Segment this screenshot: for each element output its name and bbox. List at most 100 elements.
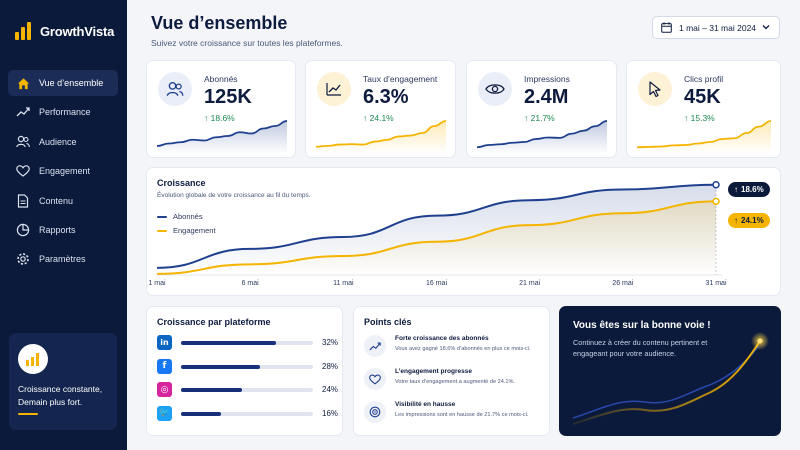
x-tick-label: 11 mai xyxy=(333,280,354,287)
series-line-0 xyxy=(156,183,717,269)
heart-icon xyxy=(16,164,30,178)
heart-icon xyxy=(364,368,386,390)
stat-card-impressions[interactable]: Impressions 2.4M ↑ 21.7% xyxy=(466,60,617,158)
key-point-title: L’engagement progresse xyxy=(395,368,472,375)
sparkline-area xyxy=(637,121,771,154)
sidebar-nav: Vue d’ensemble Performance Audience Enga… xyxy=(8,70,118,276)
arrow-up-icon: ↑ xyxy=(363,113,368,123)
stat-value: 125K xyxy=(204,86,252,108)
x-tick-label: 1 mai xyxy=(148,280,166,287)
stat-label: Abonnés xyxy=(204,74,238,84)
key-point-text: Vous avez gagné 18.6% d’abonnés en plus … xyxy=(395,346,531,352)
stat-change: ↑ 24.1% xyxy=(363,113,394,123)
chart-subtitle: Évolution globale de votre croissance au… xyxy=(157,192,311,199)
key-point-title: Visibilité en hausse xyxy=(395,401,456,408)
sparkline-line xyxy=(636,120,772,149)
section-title: Points clés xyxy=(364,317,412,327)
platform-bar-fill xyxy=(181,388,242,392)
key-point-text: Votre taux d’engagement a augmenté de 24… xyxy=(395,379,516,385)
platform-bar-track xyxy=(181,341,313,345)
motivation-card: Vous êtes sur la bonne voie ! Continuez … xyxy=(559,306,781,436)
gear-icon xyxy=(16,252,30,266)
sidebar-item-engagement[interactable]: Engagement xyxy=(8,158,118,184)
platform-row-facebook: f 28% xyxy=(157,358,339,375)
sidebar: GrowthVista Vue d’ensemble Performance A… xyxy=(0,0,127,450)
target-icon xyxy=(364,401,386,423)
logo-bars-icon xyxy=(15,22,31,40)
sparkline-engagement xyxy=(315,120,447,154)
legend-item-engagement: Engagement xyxy=(157,226,216,235)
arrow-up-icon: ↑ xyxy=(684,113,689,123)
document-icon xyxy=(16,193,30,208)
stat-change: ↑ 15.3% xyxy=(684,113,715,123)
sidebar-item-label: Audience xyxy=(39,136,77,147)
sparkline-profile-clicks xyxy=(636,120,772,154)
sparkline-impressions xyxy=(476,120,608,154)
platform-row-linkedin: in 32% xyxy=(157,335,338,351)
sidebar-item-label: Paramètres xyxy=(39,254,86,265)
platform-row-twitter: 🐦 16% xyxy=(157,405,338,422)
sidebar-item-label: Rapports xyxy=(39,224,76,235)
sidebar-item-overview[interactable]: Vue d’ensemble xyxy=(8,70,118,96)
date-range-text: 1 mai – 31 mai 2024 xyxy=(679,22,757,33)
app-name: GrowthVista xyxy=(40,23,115,39)
key-point-visibility: Visibilité en hausse Les impressions son… xyxy=(364,401,544,429)
arrow-up-icon: ↑ xyxy=(524,113,529,123)
platform-bar-track xyxy=(181,411,313,416)
users-icon xyxy=(16,135,30,149)
cursor-icon xyxy=(638,72,672,106)
facebook-icon: f xyxy=(157,358,172,374)
bar-chart-icon xyxy=(18,344,48,374)
eye-icon xyxy=(478,72,512,106)
platform-percentage: 28% xyxy=(322,361,339,371)
platform-bar-fill xyxy=(181,341,277,345)
x-tick-label: 31 mai xyxy=(705,280,727,287)
growth-chart xyxy=(156,181,722,276)
sidebar-item-content[interactable]: Contenu xyxy=(8,188,118,214)
sidebar-item-performance[interactable]: Performance xyxy=(8,99,118,125)
app-logo[interactable]: GrowthVista xyxy=(14,22,114,40)
stat-card-engagement-rate[interactable]: Taux d’engagement 6.3% ↑ 24.1% xyxy=(305,60,456,158)
platform-bar-fill xyxy=(181,411,221,416)
platform-bar-track xyxy=(181,388,313,392)
badge-engagement-growth: ↑ 24.1% xyxy=(728,213,770,228)
stat-card-followers[interactable]: Abonnés 125K ↑ 18.6% xyxy=(146,60,296,158)
sidebar-item-reports[interactable]: Rapports xyxy=(8,217,118,243)
page-title: Vue d’ensemble xyxy=(151,13,288,33)
chevron-down-icon xyxy=(762,25,770,30)
sidebar-item-audience[interactable]: Audience xyxy=(8,129,118,155)
promo-card: Croissance constante, Demain plus fort. xyxy=(9,333,117,430)
users-icon xyxy=(158,72,192,106)
sidebar-item-settings[interactable]: Paramètres xyxy=(8,246,118,272)
sparkline-line xyxy=(476,120,608,149)
section-title: Croissance par plateforme xyxy=(157,317,271,327)
sidebar-item-label: Vue d’ensemble xyxy=(39,78,104,88)
arrow-up-icon: ↑ xyxy=(734,185,738,194)
date-range-picker[interactable]: 1 mai – 31 mai 2024 xyxy=(652,16,780,39)
series-end-point-0 xyxy=(712,181,720,189)
key-point-title: Forte croissance des abonnés xyxy=(395,335,489,342)
arrow-up-icon: ↑ xyxy=(734,216,738,225)
page-subtitle: Suivez votre croissance sur toutes les p… xyxy=(151,38,343,48)
stat-label: Clics profil xyxy=(684,74,724,84)
sidebar-item-label: Contenu xyxy=(39,195,74,206)
x-tick-label: 6 mai xyxy=(241,280,259,287)
legend-swatch xyxy=(157,229,167,232)
growth-icon xyxy=(364,335,386,357)
series-end-point-1 xyxy=(712,197,720,206)
stat-change: ↑ 18.6% xyxy=(204,113,235,123)
stat-card-profile-clicks[interactable]: Clics profil 45K ↑ 15.3% xyxy=(626,60,781,158)
platform-row-instagram: ◎ 24% xyxy=(157,382,338,398)
key-point-engagement: L’engagement progresse Votre taux d’enga… xyxy=(364,368,544,396)
legend-swatch xyxy=(157,215,167,218)
sparkline-followers xyxy=(156,120,288,154)
instagram-icon: ◎ xyxy=(157,382,172,397)
key-point-followers: Forte croissance des abonnés Vous avez g… xyxy=(364,335,544,363)
linkedin-icon: in xyxy=(157,335,172,350)
sparkline-line xyxy=(315,120,447,148)
pie-icon xyxy=(16,223,30,237)
calendar-icon xyxy=(661,22,672,33)
home-icon xyxy=(16,76,30,90)
sparkline-area xyxy=(477,121,607,154)
sidebar-item-label: Performance xyxy=(39,107,91,118)
